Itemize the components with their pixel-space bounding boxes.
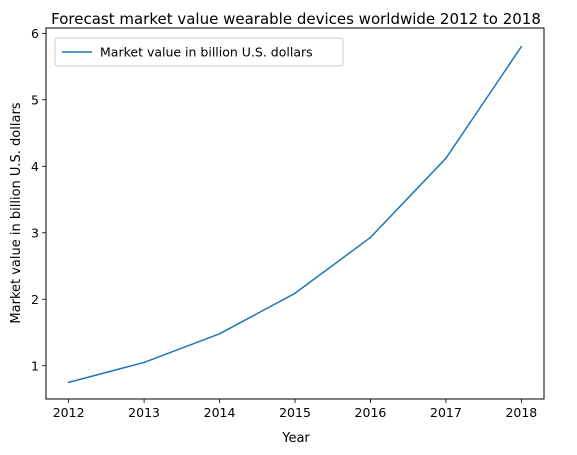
axes-frame: [45, 27, 545, 400]
data-point: [294, 292, 296, 295]
y-tick-label: 4: [31, 159, 39, 174]
data-point: [520, 45, 523, 48]
x-axis: 2012 2013 2014 2015 2016 2017 2018: [53, 399, 537, 420]
y-axis: 1 2 3 4 5 6: [31, 26, 46, 373]
y-axis-label: Market value in billion U.S. dollars: [9, 102, 24, 323]
x-tick-label: 2014: [204, 405, 236, 420]
y-tick-label: 6: [31, 26, 39, 41]
data-point: [369, 236, 372, 239]
x-tick-label: 2012: [53, 405, 85, 420]
x-tick-label: 2016: [355, 405, 387, 420]
legend-box: [54, 37, 344, 67]
series-line-0: [68, 46, 522, 384]
legend-label: Market value in billion U.S. dollars: [100, 45, 313, 60]
data-point: [67, 381, 70, 384]
x-tick-label: 2013: [128, 405, 160, 420]
y-tick-label: 3: [31, 225, 39, 240]
x-tick-label: 2018: [505, 405, 537, 420]
data-point: [218, 333, 221, 335]
y-tick-label: 5: [31, 92, 39, 107]
chart-title: Forecast market value wearable devices w…: [51, 10, 541, 28]
x-tick-label: 2017: [430, 405, 462, 420]
y-tick-label: 2: [31, 292, 39, 307]
plot-area: [67, 45, 523, 384]
y-tick-label: 1: [31, 358, 39, 373]
x-axis-label: Year: [281, 431, 310, 446]
legend: Market value in billion U.S. dollars: [54, 37, 344, 67]
data-point: [445, 157, 447, 160]
x-tick-label: 2015: [279, 405, 311, 420]
data-point: [143, 361, 145, 364]
